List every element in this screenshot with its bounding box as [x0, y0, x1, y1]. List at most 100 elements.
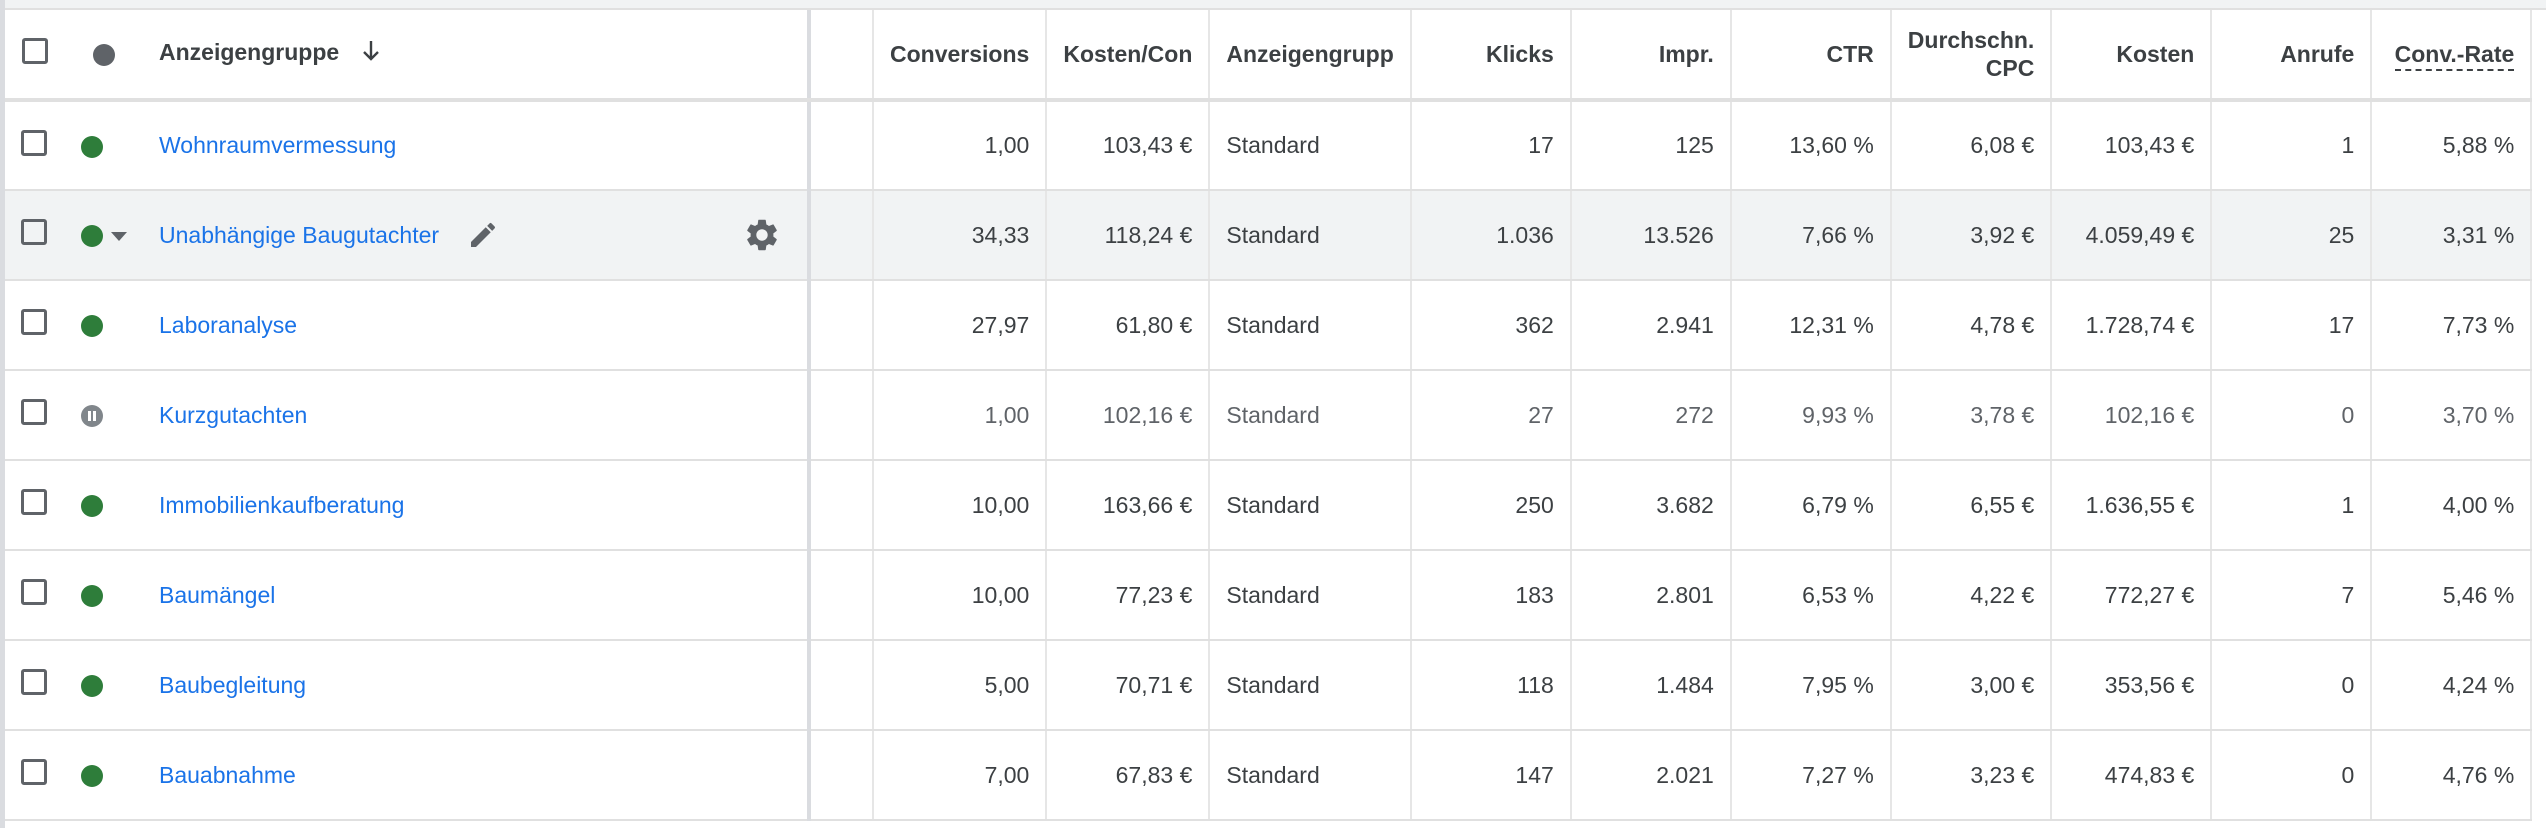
ad-group-name-cell: Laboranalyse [143, 280, 811, 371]
enabled-status-dot-icon[interactable] [81, 225, 103, 248]
table-row[interactable]: Bauabnahme 7,00 67,83 € Standard 147 2.0… [5, 730, 2533, 821]
ad-group-name-cell: Baumängel [143, 550, 811, 641]
cell-avg-cpc: 6,55 € [1890, 460, 2053, 551]
row-checkbox-cell [5, 370, 65, 461]
cell-impr: 2.941 [1570, 280, 1732, 371]
header-ad-group-type[interactable]: Anzeigengrupp [1209, 10, 1412, 102]
header-ad-group[interactable]: Anzeigengruppe [143, 10, 811, 102]
cell-clicks: 250 [1410, 460, 1572, 551]
table-row[interactable]: Wohnraumvermessung 1,00 103,43 € Standar… [5, 100, 2533, 191]
ad-group-link[interactable]: Kurzgutachten [159, 401, 308, 428]
row-checkbox[interactable] [21, 489, 47, 515]
cell-impr: 125 [1570, 100, 1732, 191]
enabled-status-dot-icon[interactable] [81, 765, 103, 788]
enabled-status-dot-icon[interactable] [81, 135, 103, 158]
enabled-status-dot-icon[interactable] [81, 315, 103, 338]
arrow-down-icon[interactable] [360, 39, 382, 69]
header-clicks[interactable]: Klicks [1410, 10, 1572, 102]
cell-cost: 353,56 € [2051, 640, 2213, 731]
enabled-status-dot-icon[interactable] [81, 495, 103, 518]
pencil-icon[interactable] [467, 219, 499, 251]
ad-group-name-cell: Unabhängige Baugutachter [143, 190, 811, 281]
row-spacer [809, 730, 874, 821]
header-impr[interactable]: Impr. [1570, 10, 1732, 102]
cell-conv-rate: 4,24 % [2371, 640, 2533, 731]
row-checkbox[interactable] [21, 759, 47, 785]
cell-cost-per-conv: 61,80 € [1046, 280, 1211, 371]
ad-group-link[interactable]: Wohnraumvermessung [159, 132, 397, 158]
cell-conversions: 10,00 [873, 550, 1048, 641]
table-row[interactable]: Kurzgutachten 1,00 102,16 € Standard 27 … [5, 370, 2533, 461]
cell-calls: 7 [2211, 550, 2373, 641]
cell-conv-rate: 3,70 % [2371, 370, 2533, 461]
row-checkbox-cell [5, 190, 65, 281]
cell-avg-cpc: 3,23 € [1890, 730, 2053, 821]
cell-clicks: 362 [1410, 280, 1572, 371]
row-status-cell [65, 640, 143, 731]
ad-group-link[interactable]: Immobilienkaufberatung [159, 491, 405, 518]
cell-ctr: 7,95 % [1730, 640, 1892, 731]
status-filter-dot-icon[interactable] [93, 44, 115, 67]
gear-icon[interactable] [743, 216, 781, 254]
paused-status-icon[interactable] [81, 405, 103, 428]
cell-conversions: 7,00 [873, 730, 1048, 821]
cell-clicks: 27 [1410, 370, 1572, 461]
cell-conversions: 27,97 [873, 280, 1048, 371]
table-row[interactable]: Unabhängige Baugutachter 34,33 118,24 € … [5, 190, 2533, 281]
header-cost[interactable]: Kosten [2051, 10, 2213, 102]
table-row[interactable]: Baumängel 10,00 77,23 € Standard 183 2.8… [5, 550, 2533, 641]
ad-group-link[interactable]: Baubegleitung [159, 671, 307, 698]
header-conversions[interactable]: Conversions [873, 10, 1048, 102]
cell-cost-per-conv: 163,66 € [1046, 460, 1211, 551]
ad-group-link[interactable]: Unabhängige Baugutachter [159, 221, 440, 248]
row-status-cell [65, 460, 143, 551]
cell-calls: 0 [2211, 730, 2373, 821]
cell-impr: 1.484 [1570, 640, 1732, 731]
cell-ad-group-type: Standard [1209, 550, 1412, 641]
cell-calls: 0 [2211, 640, 2373, 731]
row-checkbox[interactable] [21, 219, 47, 245]
caret-down-icon[interactable] [111, 231, 127, 241]
cell-ctr: 6,53 % [1730, 550, 1892, 641]
ad-group-link[interactable]: Baumängel [159, 581, 276, 608]
cell-ctr: 13,60 % [1730, 100, 1892, 191]
cell-cost-per-conv: 118,24 € [1046, 190, 1211, 281]
ad-group-link[interactable]: Bauabnahme [159, 761, 296, 788]
ad-group-name-cell: Bauabnahme [143, 730, 811, 821]
row-checkbox[interactable] [21, 399, 47, 425]
row-status-cell [65, 730, 143, 821]
header-avg-cpc[interactable]: Durchschn. CPC [1890, 10, 2053, 102]
ad-group-name-cell: Immobilienkaufberatung [143, 460, 811, 551]
row-status-cell [65, 190, 143, 281]
row-checkbox[interactable] [21, 309, 47, 335]
header-ctr[interactable]: CTR [1730, 10, 1892, 102]
status-header-cell [65, 10, 143, 102]
enabled-status-dot-icon[interactable] [81, 585, 103, 608]
table-row[interactable]: Immobilienkaufberatung 10,00 163,66 € St… [5, 460, 2533, 551]
row-status-cell [65, 100, 143, 191]
row-status-cell [65, 280, 143, 371]
table-row[interactable]: Laboranalyse 27,97 61,80 € Standard 362 … [5, 280, 2533, 371]
cell-calls: 25 [2211, 190, 2373, 281]
enabled-status-dot-icon[interactable] [81, 675, 103, 698]
row-checkbox[interactable] [21, 129, 47, 156]
row-checkbox[interactable] [21, 579, 47, 605]
cell-cost-per-conv: 77,23 € [1046, 550, 1211, 641]
row-checkbox[interactable] [21, 669, 47, 695]
row-status-cell [65, 370, 143, 461]
cell-conversions: 1,00 [873, 370, 1048, 461]
header-calls[interactable]: Anrufe [2211, 10, 2373, 102]
select-all-checkbox[interactable] [22, 38, 48, 64]
table-row[interactable]: Baubegleitung 5,00 70,71 € Standard 118 … [5, 640, 2533, 731]
cell-calls: 0 [2211, 370, 2373, 461]
header-conv-rate[interactable]: Conv.-Rate [2371, 10, 2533, 102]
cell-cost: 1.636,55 € [2051, 460, 2213, 551]
header-cost-per-conv[interactable]: Kosten/Con [1046, 10, 1211, 102]
cell-conv-rate: 3,31 % [2371, 190, 2533, 281]
row-spacer [809, 640, 874, 731]
cell-ctr: 12,31 % [1730, 280, 1892, 371]
cell-avg-cpc: 3,00 € [1890, 640, 2053, 731]
cell-cost: 474,83 € [2051, 730, 2213, 821]
ad-group-link[interactable]: Laboranalyse [159, 311, 298, 338]
header-row: Anzeigengruppe Conversions Kosten/Con An… [5, 10, 2533, 102]
